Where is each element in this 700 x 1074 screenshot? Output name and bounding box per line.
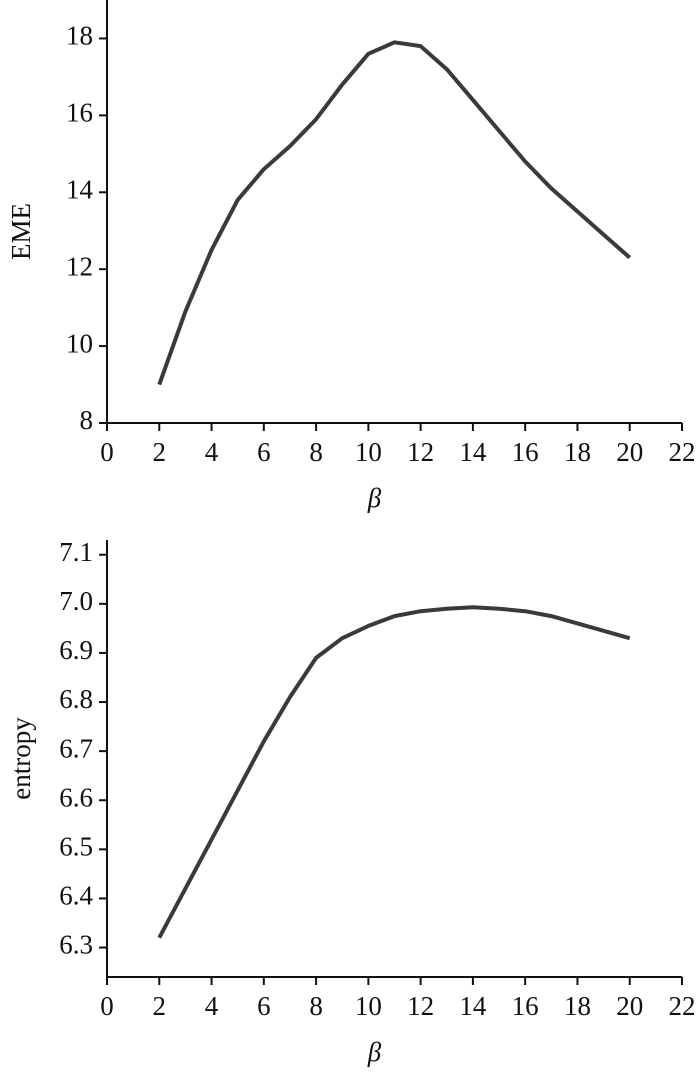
y-tick-label: 6.7: [59, 733, 93, 763]
x-tick-label: 10: [355, 437, 382, 467]
y-tick-label: 8: [80, 405, 94, 435]
x-tick-label: 10: [355, 991, 382, 1021]
x-tick-label: 4: [205, 991, 219, 1021]
y-tick-label: 7.1: [59, 537, 93, 567]
x-tick-label: 18: [564, 437, 591, 467]
x-tick-label: 0: [100, 991, 114, 1021]
data-line: [157, 40, 632, 386]
x-tick-label: 12: [407, 991, 434, 1021]
y-tick-label: 6.8: [59, 684, 93, 714]
x-tick-label: 14: [459, 437, 487, 467]
y-tick-label: 16: [66, 98, 93, 128]
x-tick-label: 14: [459, 991, 487, 1021]
x-tick-label: 16: [512, 991, 539, 1021]
y-axis-label: entropy: [6, 717, 36, 800]
x-tick-label: 4: [205, 437, 219, 467]
x-tick-label: 22: [669, 991, 696, 1021]
y-tick-label: 18: [66, 21, 93, 51]
x-axis-label: β: [367, 483, 382, 513]
x-tick-label: 8: [309, 991, 323, 1021]
y-tick-label: 6.6: [59, 782, 93, 812]
x-tick-label: 8: [309, 437, 323, 467]
data-line: [157, 605, 631, 939]
y-tick-label: 7.0: [59, 586, 93, 616]
y-tick-label: 6.4: [59, 881, 93, 911]
x-axis-label: β: [367, 1037, 382, 1067]
x-tick-label: 12: [407, 437, 434, 467]
x-tick-label: 0: [100, 437, 114, 467]
x-tick-label: 16: [512, 437, 539, 467]
x-tick-label: 22: [669, 437, 696, 467]
x-tick-label: 20: [616, 437, 643, 467]
x-tick-label: 6: [257, 991, 271, 1021]
x-tick-label: 20: [616, 991, 643, 1021]
x-tick-label: 2: [153, 437, 167, 467]
x-tick-label: 2: [153, 991, 167, 1021]
x-tick-label: 18: [564, 991, 591, 1021]
y-axis-label: EME: [6, 203, 36, 260]
y-tick-label: 6.3: [59, 930, 93, 960]
y-tick-label: 6.5: [59, 832, 93, 862]
y-tick-label: 14: [66, 174, 94, 204]
y-tick-label: 12: [66, 251, 93, 281]
y-tick-label: 6.9: [59, 635, 93, 665]
y-tick-label: 10: [66, 328, 93, 358]
x-tick-label: 6: [257, 437, 271, 467]
